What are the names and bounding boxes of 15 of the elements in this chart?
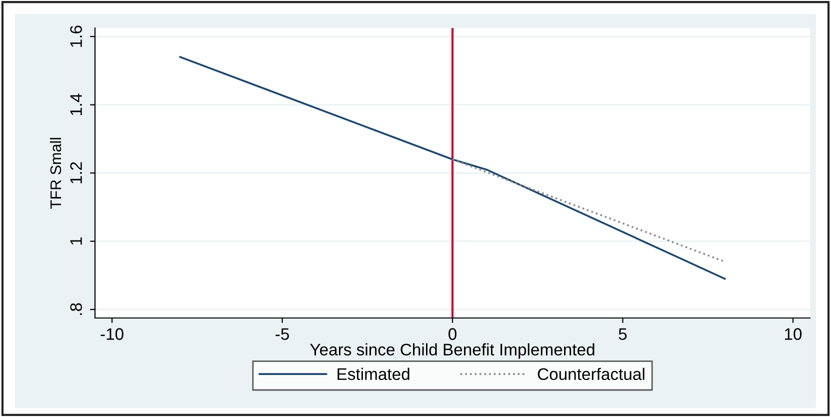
x-tick-label: 10 xyxy=(784,328,802,340)
x-tick-label: 0 xyxy=(448,328,456,340)
line-series xyxy=(179,56,726,280)
y-tick-label: .8 xyxy=(70,303,82,315)
y-tick-label: 1.2 xyxy=(70,162,82,184)
legend-label: Estimated xyxy=(338,368,410,380)
y-tick-label: 1.6 xyxy=(70,26,82,47)
y-axis-title: TFR Small xyxy=(50,138,62,209)
legend-label: Counterfactual xyxy=(538,368,644,380)
x-tick-label: 5 xyxy=(618,328,627,340)
y-tick-label: 1.4 xyxy=(70,94,82,116)
x-tick-label: -5 xyxy=(276,328,289,340)
x-tick-label: -10 xyxy=(100,328,124,340)
x-axis-title: Years since Child Benefit Implemented xyxy=(310,343,594,359)
y-tick-label: 1 xyxy=(70,237,82,245)
